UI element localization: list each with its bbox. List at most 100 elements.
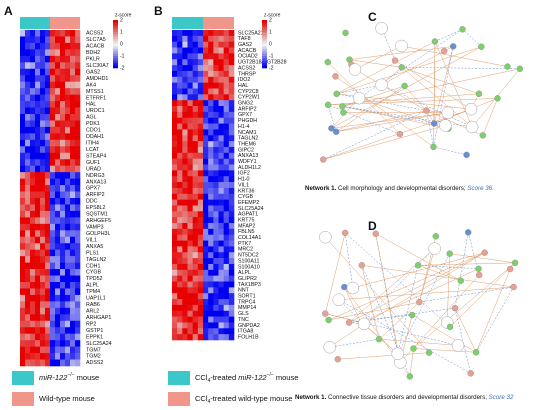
heat-cell [218,70,224,78]
heat-cell [70,75,76,82]
heat-cell [177,211,183,218]
gene-label: THEM6 [238,141,256,147]
heat-cell [177,263,183,271]
heat-cell [40,217,46,225]
heat-cell [60,165,66,173]
heat-cell [70,68,76,76]
heat-cell [213,310,219,317]
heat-cell [223,158,230,165]
heat-cell [197,59,204,66]
heat-cell [208,158,214,165]
gene-label: ARFIP2 [238,106,257,112]
heat-cell [192,53,199,60]
gene-label: H1-4 [238,124,250,130]
heat-cell [192,275,199,282]
node [504,63,511,70]
colorbar-step [113,24,118,28]
heat-cell [20,139,26,147]
heat-cell [187,170,193,177]
colorbar-step [262,34,267,38]
node [375,335,383,343]
heat-cell [25,217,31,225]
heat-cell [65,165,71,173]
heat-cell [45,42,51,50]
heat-cell [223,187,230,195]
heat-cell [65,159,71,166]
heat-cell [228,334,235,341]
heat-cell [45,314,51,322]
heat-cell [20,307,26,315]
node [464,103,478,116]
heat-cell [65,152,71,160]
heat-cell [218,129,224,136]
heat-cell [177,223,183,230]
heat-cell [203,240,209,247]
heat-cell [35,165,41,173]
heat-cell [187,193,193,200]
heat-cell [45,359,51,367]
heat-cell [228,328,235,335]
heat-cell [75,320,81,328]
node [375,78,388,91]
heat-cell [187,30,193,37]
node [408,311,416,319]
heat-cell [65,49,71,57]
heat-cell [187,117,193,124]
heat-cell [182,199,188,206]
heat-cell [213,217,219,224]
colorbar-step [262,65,267,69]
heat-cell [40,185,46,192]
heat-cell [60,62,66,70]
heat-cell [20,294,26,302]
heat-cell [45,269,51,276]
heat-cell [65,172,71,179]
heat-cell [172,293,178,300]
heat-cell [197,30,204,37]
heat-cell [70,81,76,89]
heat-cell [30,172,36,179]
heat-cell [223,106,230,113]
heat-cell [203,30,209,37]
heat-cell [40,49,46,57]
heat-cell [187,205,193,212]
heat-cell [25,262,31,270]
heat-cell [55,55,61,63]
heat-cell [177,35,183,42]
heat-cell [25,314,31,322]
heat-cell [177,316,183,323]
heat-cell [70,217,76,225]
heat-cell [228,205,235,212]
gene-label: THRSP [238,71,256,77]
edge [433,146,467,156]
heat-cell [218,59,224,66]
heat-cell [75,133,81,141]
heat-cell [70,262,76,270]
heat-cell [75,275,81,283]
heat-cell [177,88,183,95]
heat-cell [187,152,193,159]
heat-cell [203,287,209,294]
edge [358,29,463,99]
heat-cell [75,81,81,89]
heat-cell [45,333,51,341]
heat-cell [208,275,214,282]
heat-cell [223,182,230,189]
heat-cell [70,359,76,367]
node [457,277,464,284]
heat-cell [65,294,71,302]
heat-cell [50,340,56,347]
heat-cell [20,275,26,283]
heat-cell [25,107,31,115]
heat-cell [25,36,31,44]
heat-cell [40,198,46,205]
node [334,356,341,363]
gene-label: AK4 [86,82,96,88]
heat-cell [40,282,46,289]
heat-cell [40,107,46,115]
heat-cell [20,62,26,70]
heat-cell [55,217,61,225]
node [507,265,514,273]
heat-cell [30,301,36,309]
heat-cell [60,282,66,289]
heat-cell [20,301,26,309]
